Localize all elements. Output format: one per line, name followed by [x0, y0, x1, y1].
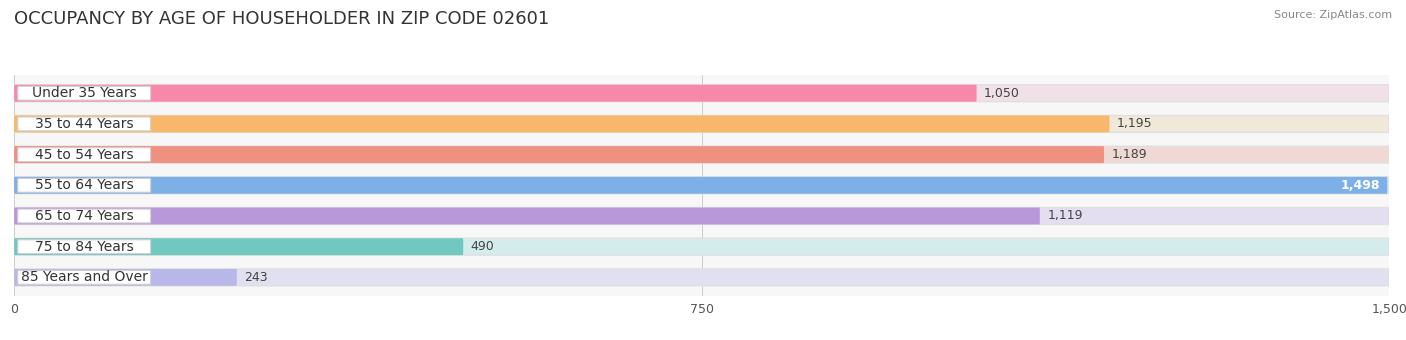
- Text: 1,119: 1,119: [1047, 209, 1083, 222]
- FancyBboxPatch shape: [18, 148, 150, 162]
- FancyBboxPatch shape: [14, 207, 1389, 224]
- Text: 490: 490: [471, 240, 495, 253]
- Text: Under 35 Years: Under 35 Years: [32, 86, 136, 100]
- FancyBboxPatch shape: [14, 146, 1104, 163]
- FancyBboxPatch shape: [18, 240, 150, 254]
- FancyBboxPatch shape: [14, 177, 1388, 194]
- FancyBboxPatch shape: [14, 177, 1389, 194]
- Text: 1,195: 1,195: [1116, 117, 1153, 131]
- Text: 85 Years and Over: 85 Years and Over: [21, 270, 148, 284]
- Text: 1,498: 1,498: [1340, 179, 1379, 192]
- FancyBboxPatch shape: [18, 271, 150, 284]
- FancyBboxPatch shape: [14, 146, 1389, 163]
- FancyBboxPatch shape: [18, 209, 150, 223]
- Text: 75 to 84 Years: 75 to 84 Years: [35, 240, 134, 254]
- FancyBboxPatch shape: [14, 269, 1389, 286]
- Text: 243: 243: [245, 271, 267, 284]
- FancyBboxPatch shape: [14, 207, 1040, 224]
- FancyBboxPatch shape: [14, 85, 977, 102]
- FancyBboxPatch shape: [14, 116, 1109, 132]
- Text: 35 to 44 Years: 35 to 44 Years: [35, 117, 134, 131]
- FancyBboxPatch shape: [14, 269, 236, 286]
- FancyBboxPatch shape: [18, 117, 150, 131]
- Text: 45 to 54 Years: 45 to 54 Years: [35, 148, 134, 162]
- Text: OCCUPANCY BY AGE OF HOUSEHOLDER IN ZIP CODE 02601: OCCUPANCY BY AGE OF HOUSEHOLDER IN ZIP C…: [14, 10, 550, 28]
- FancyBboxPatch shape: [14, 238, 463, 255]
- Text: 65 to 74 Years: 65 to 74 Years: [35, 209, 134, 223]
- FancyBboxPatch shape: [14, 238, 1389, 255]
- Text: 1,050: 1,050: [984, 87, 1019, 100]
- FancyBboxPatch shape: [18, 178, 150, 192]
- FancyBboxPatch shape: [14, 116, 1389, 132]
- Text: 55 to 64 Years: 55 to 64 Years: [35, 178, 134, 192]
- Text: 1,189: 1,189: [1111, 148, 1147, 161]
- FancyBboxPatch shape: [18, 86, 150, 100]
- Text: Source: ZipAtlas.com: Source: ZipAtlas.com: [1274, 10, 1392, 20]
- FancyBboxPatch shape: [14, 85, 1389, 102]
